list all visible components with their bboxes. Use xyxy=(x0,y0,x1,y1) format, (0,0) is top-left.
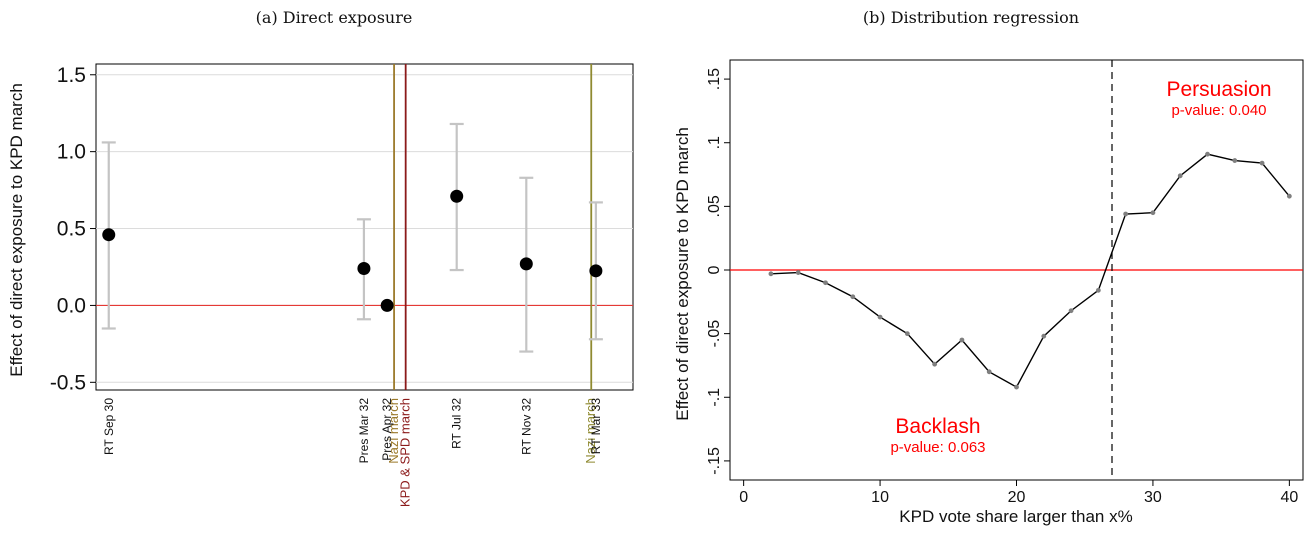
estimate-point xyxy=(519,257,533,271)
panel-a-y-tick-label: -0.5 xyxy=(50,371,86,394)
category-label: RT Jul 32 xyxy=(450,398,464,449)
panel-a-title: (a) Direct exposure xyxy=(256,8,413,27)
event-label: Nazi march xyxy=(583,398,598,464)
series-point xyxy=(1123,211,1129,217)
panel-b-x-tick-label: 10 xyxy=(871,489,889,506)
panel-a-y-tick-label: 0.0 xyxy=(57,294,86,317)
backlash-label: Backlash xyxy=(895,415,980,438)
panel-b-x-axis-label: KPD vote share larger than x% xyxy=(899,507,1132,526)
series-point xyxy=(1095,287,1101,293)
panel-b-x-axis: 0 10 20 30 40 xyxy=(739,480,1298,506)
series-point xyxy=(850,294,856,300)
panel-a-x-tick-labels: RT Sep 30 Pres Mar 32 Pres Apr 32 RT Jul 32… xyxy=(102,398,603,464)
event-label: Nazi march xyxy=(386,398,401,464)
estimate-point xyxy=(589,264,603,278)
category-label: RT Mar 33 xyxy=(589,398,603,455)
series-point xyxy=(904,331,910,337)
panel-a-y-tick-label: 0.5 xyxy=(57,218,86,241)
panel-b-y-tick-label: -.05 xyxy=(706,320,723,348)
series-point xyxy=(1232,158,1238,163)
backlash-p-value: p-value: 0.063 xyxy=(890,439,985,456)
panel-b-title: (b) Distribution regression xyxy=(863,8,1079,27)
panel-b-series-points xyxy=(768,151,1292,390)
series-point xyxy=(1041,333,1047,339)
panel-b-x-tick-label: 40 xyxy=(1280,489,1298,506)
series-point xyxy=(1259,160,1265,166)
category-label: RT Nov 32 xyxy=(519,398,533,455)
persuasion-p-value: p-value: 0.040 xyxy=(1171,102,1266,119)
panel-a-plot-frame xyxy=(95,63,634,391)
persuasion-label: Persuasion xyxy=(1166,78,1271,101)
estimate-point xyxy=(380,298,394,312)
series-point xyxy=(986,369,992,375)
series-point xyxy=(1177,173,1183,179)
panel-b-y-tick-label: .15 xyxy=(706,68,723,90)
category-label: Pres Apr 32 xyxy=(380,398,394,461)
panel-b-y-tick-label: .1 xyxy=(706,136,723,149)
panel-a-confidence-intervals xyxy=(101,122,603,353)
series-point xyxy=(877,314,883,320)
panel-b-y-tick-label: -.1 xyxy=(706,388,723,407)
series-point xyxy=(1150,210,1156,216)
panel-a-y-axis: -0.5 0.0 0.5 1.0 1.5 xyxy=(50,64,96,394)
series-point xyxy=(768,271,774,277)
series-point xyxy=(959,337,965,343)
panel-b-series-line xyxy=(770,153,1290,389)
series-point xyxy=(795,270,801,275)
panel-b-y-tick-label: .05 xyxy=(706,195,723,217)
panel-b-x-tick-label: 30 xyxy=(1144,489,1162,506)
series-point xyxy=(823,280,828,286)
series-point xyxy=(1014,384,1019,390)
series-point xyxy=(1286,193,1292,199)
estimate-point xyxy=(102,228,116,242)
panel-b-y-tick-label: -.15 xyxy=(706,447,723,475)
series-point xyxy=(1205,151,1210,157)
panel-a-y-tick-label: 1.5 xyxy=(57,64,86,87)
panel-b-y-axis-label: Effect of direct exposure to KPD march xyxy=(673,127,692,421)
panel-a-y-axis-label: Effect of direct exposure to KPD march xyxy=(7,83,26,377)
panel-b: (b) Distribution regression Effect of di… xyxy=(673,8,1304,526)
series-point xyxy=(932,361,938,367)
panel-b-x-tick-label: 20 xyxy=(1008,489,1026,506)
category-label: Pres Mar 32 xyxy=(357,398,371,464)
event-label: KPD & SPD march xyxy=(398,398,413,507)
panel-a-estimates xyxy=(102,189,603,312)
panel-b-x-tick-label: 0 xyxy=(739,489,748,506)
panel-a-y-tick-label: 1.0 xyxy=(57,141,86,164)
category-label: RT Sep 30 xyxy=(102,398,116,455)
series-point xyxy=(1068,308,1074,314)
panel-b-y-tick-label: 0 xyxy=(706,265,723,274)
panel-a: (a) Direct exposure Effect of direct exp… xyxy=(7,8,634,507)
estimate-point xyxy=(450,189,464,203)
panel-b-y-axis: -.15 -.1 -.05 0 .05 .1 .15 xyxy=(706,68,730,475)
estimate-point xyxy=(357,262,371,276)
